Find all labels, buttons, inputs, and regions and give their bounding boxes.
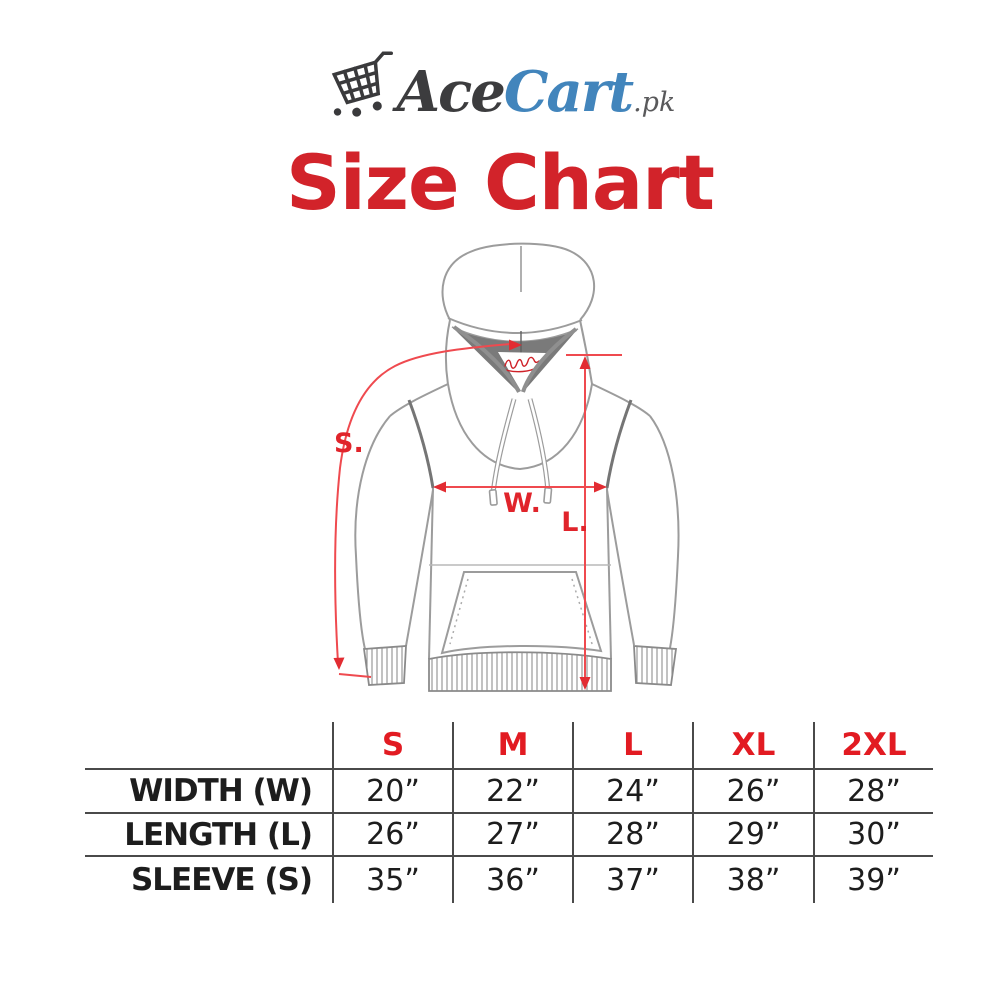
width-value-s: 20” — [332, 770, 452, 814]
hoodie-measurement-diagram: S. W. L. — [333, 242, 680, 692]
kangaroo-pocket — [440, 571, 603, 655]
page-title: Size Chart — [285, 138, 715, 227]
drawstrings — [488, 398, 553, 506]
length-label: L. — [561, 507, 588, 538]
width-value-xl: 26” — [692, 770, 813, 814]
armhole-seams — [407, 399, 633, 489]
size-column-header-xl: XL — [692, 722, 813, 770]
brand-name-ace: Ace — [396, 59, 506, 125]
length-measurement: L. — [561, 354, 622, 690]
width-measurement: W. — [433, 481, 607, 519]
row-label-length: LENGTH (L) — [85, 814, 332, 857]
neckline-yoke — [447, 383, 593, 471]
size-chart-table: S M L XL 2XL WIDTH (W) 20” 22” 24” 26” 2… — [85, 722, 933, 903]
length-value-xl: 29” — [692, 814, 813, 857]
table-corner-empty — [85, 722, 332, 770]
sleeve-value-2xl: 39” — [813, 857, 933, 903]
width-value-m: 22” — [452, 770, 572, 814]
size-column-header-l: L — [572, 722, 692, 770]
length-value-s: 26” — [332, 814, 452, 857]
size-column-header-m: M — [452, 722, 572, 770]
width-value-2xl: 28” — [813, 770, 933, 814]
ribbed-hem-and-cuffs — [362, 645, 678, 692]
measurement-annotations: S. W. L. — [333, 339, 622, 690]
sleeve-measurement: S. — [333, 339, 522, 678]
sleeve-value-l: 37” — [572, 857, 692, 903]
size-column-header-s: S — [332, 722, 452, 770]
brand-suffix-pk: .pk — [633, 87, 676, 118]
width-label: W. — [503, 488, 541, 519]
brand-name-cart: Cart — [503, 59, 634, 125]
sleeve-label: S. — [334, 428, 364, 459]
row-label-sleeve: SLEEVE (S) — [130, 862, 313, 898]
shopping-cart-icon — [331, 51, 393, 117]
length-value-2xl: 30” — [813, 814, 933, 857]
hood — [441, 242, 596, 471]
size-column-header-2xl: 2XL — [813, 722, 933, 770]
hoodie-body-outline — [354, 383, 680, 660]
width-value-l: 24” — [572, 770, 692, 814]
sleeve-value-xl: 38” — [692, 857, 813, 903]
sleeve-value-s: 35” — [332, 857, 452, 903]
length-value-m: 27” — [452, 814, 572, 857]
length-value-l: 28” — [572, 814, 692, 857]
brand-logo: Ace Cart .pk — [0, 40, 1000, 120]
sleeve-value-m: 36” — [452, 857, 572, 903]
row-label-width: WIDTH (W) — [85, 770, 332, 814]
